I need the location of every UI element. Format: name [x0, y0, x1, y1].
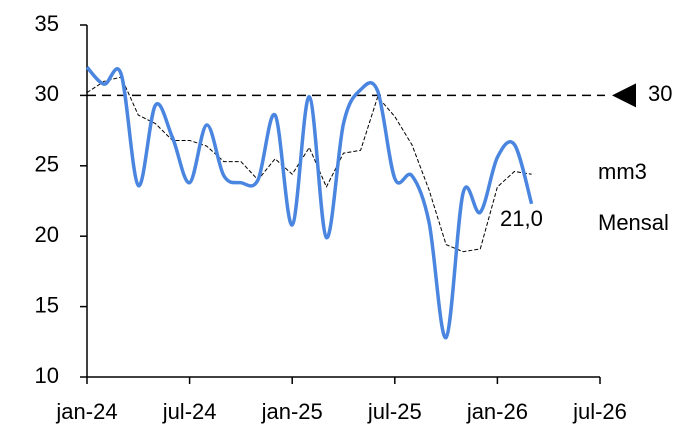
series-line	[85, 65, 534, 340]
x-tick-label: jul-25	[367, 399, 422, 424]
x-tick-label: jan-24	[55, 399, 117, 424]
y-tick-label: 20	[35, 222, 59, 247]
y-tick-label: 25	[35, 152, 59, 177]
legend-label: mm3	[598, 159, 647, 184]
y-tick-label: 15	[35, 292, 59, 317]
y-tick-label: 35	[35, 11, 59, 36]
legend-label: Mensal	[598, 210, 669, 235]
x-tick-label: jan-26	[466, 399, 528, 424]
y-tick-label: 10	[35, 363, 59, 388]
reference-marker	[612, 83, 636, 108]
x-tick-label: jul-26	[572, 399, 627, 424]
x-tick-label: jan-25	[261, 399, 323, 424]
reference-label: 30	[648, 81, 672, 106]
annotation: 21,0	[500, 206, 543, 231]
series-line	[86, 76, 532, 253]
y-tick-label: 30	[35, 81, 59, 106]
x-tick-label: jul-24	[162, 399, 217, 424]
